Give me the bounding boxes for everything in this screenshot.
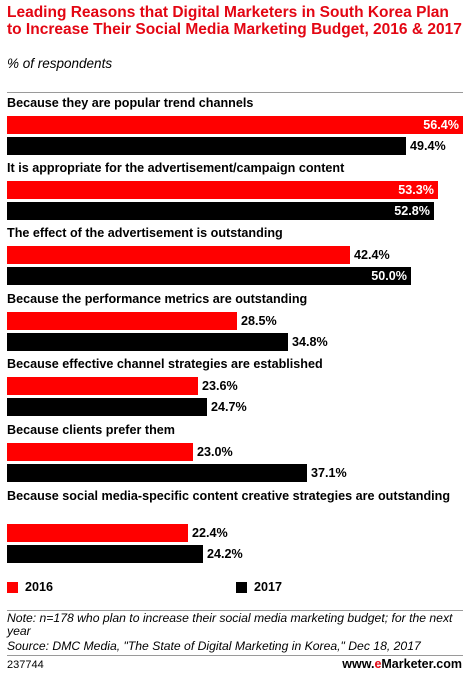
category-label: The effect of the advertisement is outst… bbox=[7, 226, 283, 240]
bar-2017 bbox=[7, 545, 203, 563]
legend-label: 2016 bbox=[25, 580, 54, 594]
bar-2017 bbox=[7, 398, 207, 416]
bar-value-label: 22.4% bbox=[192, 526, 228, 540]
category-label: Because clients prefer them bbox=[7, 423, 175, 437]
bar-value-label: 42.4% bbox=[354, 248, 390, 262]
chart-subtitle: % of respondents bbox=[7, 56, 113, 71]
bar-2017 bbox=[7, 202, 434, 220]
brand-rest: Marketer.com bbox=[381, 657, 462, 671]
source-note: Source: DMC Media, "The State of Digital… bbox=[7, 639, 421, 653]
category-label: Because the performance metrics are outs… bbox=[7, 292, 308, 306]
bar-value-label: 34.8% bbox=[292, 335, 328, 349]
brand-prefix: www. bbox=[342, 657, 375, 671]
bar-value-label: 24.2% bbox=[207, 547, 243, 561]
bar-value-label: 52.8% bbox=[394, 204, 430, 218]
footer-divider bbox=[7, 655, 463, 656]
bar-2017 bbox=[7, 333, 288, 351]
bar-2016 bbox=[7, 377, 198, 395]
category-label: It is appropriate for the advertisement/… bbox=[7, 161, 345, 175]
brand-logo[interactable]: www.eMarketer.com bbox=[342, 657, 462, 671]
bar-value-label: 24.7% bbox=[211, 400, 247, 414]
bar-2016 bbox=[7, 312, 237, 330]
bar-2016 bbox=[7, 246, 350, 264]
legend-swatch bbox=[7, 582, 18, 593]
bar-2016 bbox=[7, 116, 463, 134]
brand-accent: e bbox=[374, 657, 382, 671]
bottom-divider bbox=[7, 610, 463, 611]
bar-value-label: 56.4% bbox=[423, 118, 459, 132]
bar-value-label: 50.0% bbox=[371, 269, 407, 283]
bar-value-label: 23.6% bbox=[202, 379, 238, 393]
chart-title: Leading Reasons that Digital Marketers i… bbox=[7, 4, 462, 38]
legend-label: 2017 bbox=[254, 580, 283, 594]
bar-2016 bbox=[7, 443, 193, 461]
bar-2017 bbox=[7, 267, 411, 285]
legend-swatch bbox=[236, 582, 247, 593]
bar-2017 bbox=[7, 137, 406, 155]
bar-2016 bbox=[7, 524, 188, 542]
category-label: Because social media-specific content cr… bbox=[7, 489, 451, 503]
category-label: Because they are popular trend channels bbox=[7, 96, 254, 110]
bar-2017 bbox=[7, 464, 307, 482]
category-label: Because effective channel strategies are… bbox=[7, 357, 323, 371]
footnote: Note: n=178 who plan to increase their s… bbox=[7, 611, 453, 638]
bar-2016 bbox=[7, 181, 438, 199]
bar-value-label: 23.0% bbox=[197, 445, 233, 459]
bar-value-label: 53.3% bbox=[398, 183, 434, 197]
chart-id: 237744 bbox=[7, 659, 44, 671]
top-divider bbox=[7, 92, 463, 93]
bar-value-label: 37.1% bbox=[311, 466, 347, 480]
bar-value-label: 28.5% bbox=[241, 314, 277, 328]
bar-value-label: 49.4% bbox=[410, 139, 446, 153]
